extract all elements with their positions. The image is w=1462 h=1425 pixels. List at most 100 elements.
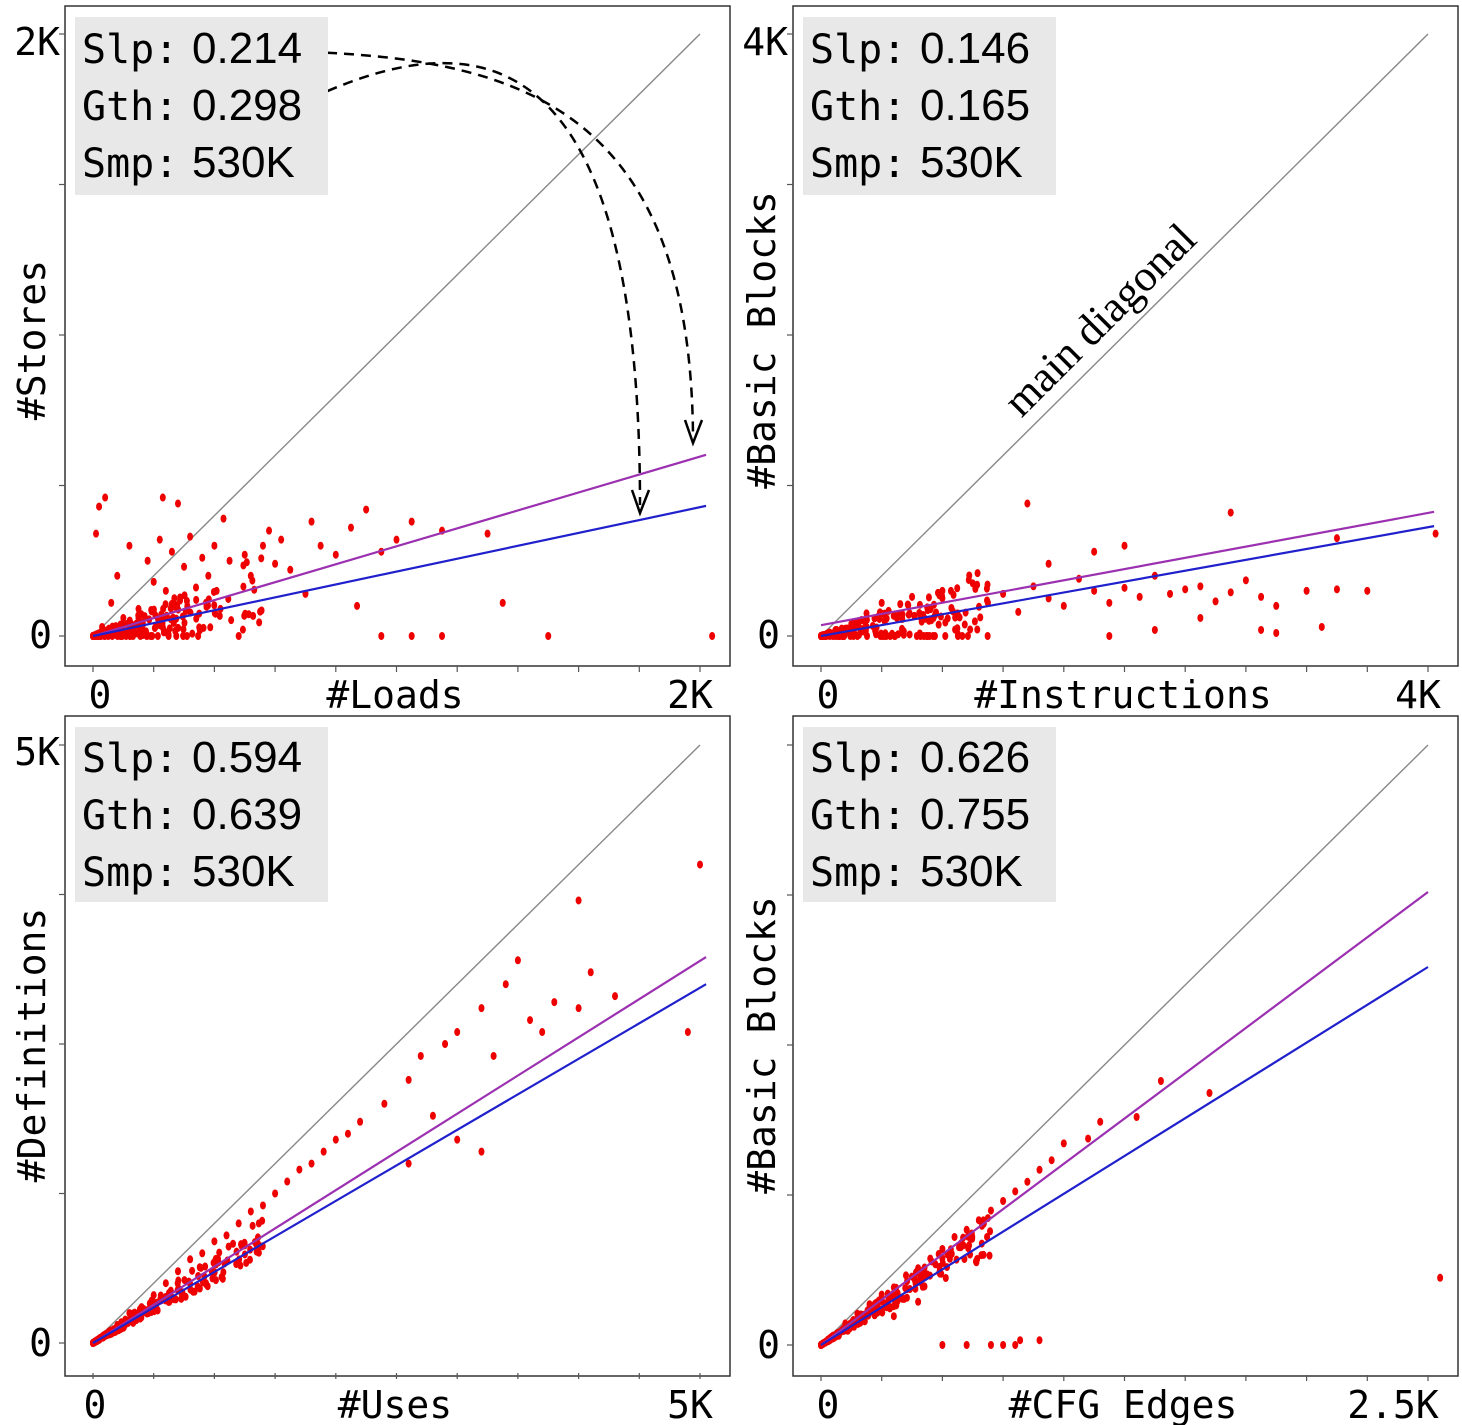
scatter-point <box>256 1219 262 1227</box>
scatter-point <box>1334 585 1340 593</box>
scatter-point <box>940 1259 946 1267</box>
stat-samples-value: 530K <box>192 847 295 896</box>
scatter-point <box>114 572 120 580</box>
scatter-point <box>897 600 903 608</box>
scatter-point <box>1243 576 1249 584</box>
scatter-point <box>160 494 166 502</box>
scatter-point <box>1012 1187 1018 1195</box>
scatter-point <box>964 1226 970 1234</box>
scatter-point <box>1228 509 1234 517</box>
scatter-point <box>266 527 272 535</box>
y-tick-max: 2K <box>14 20 60 64</box>
scatter-point <box>515 956 521 964</box>
scatter-point <box>1015 608 1021 616</box>
scatter-point <box>899 625 905 633</box>
scatter-point <box>685 1028 691 1036</box>
scatter-point <box>378 632 384 640</box>
y-tick-min: 0 <box>757 613 780 657</box>
scatter-point <box>409 632 415 640</box>
scatter-point <box>985 632 991 640</box>
scatter-point <box>576 1004 582 1012</box>
scatter-point <box>108 599 114 607</box>
scatter-point <box>193 615 199 623</box>
x-tick-min: 0 <box>89 673 112 717</box>
scatter-point <box>851 632 857 640</box>
scatter-point <box>143 627 149 635</box>
scatter-point <box>172 627 178 635</box>
scatter-point <box>1319 623 1325 631</box>
scatter-point <box>249 577 255 585</box>
scatter-point <box>1106 632 1112 640</box>
scatter-point <box>957 613 963 621</box>
scatter-point <box>984 597 990 605</box>
stat-slope-value: 0.626 <box>920 733 1030 782</box>
scatter-point <box>406 1076 412 1084</box>
x-tick-max: 4K <box>1395 673 1441 717</box>
scatter-point <box>527 1016 533 1024</box>
scatter-point <box>213 1276 219 1284</box>
scatter-point <box>1182 585 1188 593</box>
scatter-point <box>936 621 942 629</box>
x-tick-max: 5K <box>667 1383 713 1425</box>
scatter-point <box>184 597 190 605</box>
scatter-point <box>321 1148 327 1156</box>
scatter-point <box>981 1251 987 1259</box>
scatter-point <box>236 1219 242 1227</box>
stat-growth-value: 0.165 <box>920 81 1030 130</box>
y-tick-max: 4K <box>742 20 788 64</box>
scatter-point <box>945 614 951 622</box>
blue-fit-line <box>821 967 1428 1345</box>
scatter-point <box>227 557 233 565</box>
scatter-point <box>228 616 234 624</box>
scatter-point <box>220 1268 226 1276</box>
purple-fit-line <box>93 957 706 1343</box>
scatter-point <box>545 632 551 640</box>
stat-growth-value: 0.755 <box>920 790 1030 839</box>
scatter-point <box>180 625 186 633</box>
scatter-point <box>211 588 217 596</box>
scatter-point <box>1364 587 1370 595</box>
purple-fit-line <box>821 892 1428 1345</box>
scatter-point <box>193 584 199 592</box>
x-tick-max: 2.5K <box>1347 1383 1439 1425</box>
scatter-point <box>932 632 938 640</box>
panel-uses-definitions: 0 5K #Uses 0 5K #Definitions Slp: 0.594 … <box>10 716 730 1425</box>
scatter-point <box>149 632 155 640</box>
scatter-point <box>333 1136 339 1144</box>
scatter-point <box>211 1237 217 1245</box>
scatter-point <box>126 542 132 550</box>
scatter-point <box>363 506 369 514</box>
scatter-point <box>966 576 972 584</box>
scatter-point <box>942 632 948 640</box>
scatter-point <box>348 524 354 532</box>
scatter-point <box>260 1201 266 1209</box>
scatter-point <box>977 613 983 621</box>
scatter-point <box>1152 626 1158 634</box>
scatter-point <box>1158 1077 1164 1085</box>
scatter-point <box>948 587 954 595</box>
scatter-point <box>1037 1336 1043 1344</box>
scatter-point <box>205 572 211 580</box>
scatter-point <box>199 1249 205 1257</box>
stat-growth-value: 0.639 <box>192 790 302 839</box>
scatter-point <box>161 628 167 636</box>
scatter-point <box>454 1136 460 1144</box>
scatter-point <box>278 536 284 544</box>
scatter-point <box>891 1312 897 1320</box>
scatter-point <box>962 621 968 629</box>
scatter-point <box>1228 588 1234 596</box>
stat-samples-value: 530K <box>192 138 295 187</box>
scatter-point <box>1197 614 1203 622</box>
scatter-point <box>409 518 415 526</box>
scatter-point <box>157 536 163 544</box>
scatter-point <box>1024 1178 1030 1186</box>
slope-arrow <box>310 52 693 435</box>
scatter-point <box>478 1148 484 1156</box>
scatter-point <box>965 632 971 640</box>
scatter-point <box>197 1284 203 1292</box>
scatter-point <box>196 623 202 631</box>
scatter-point <box>882 615 888 623</box>
scatter-point <box>914 632 920 640</box>
scatter-point <box>879 599 885 607</box>
scatter-point <box>224 1231 230 1239</box>
